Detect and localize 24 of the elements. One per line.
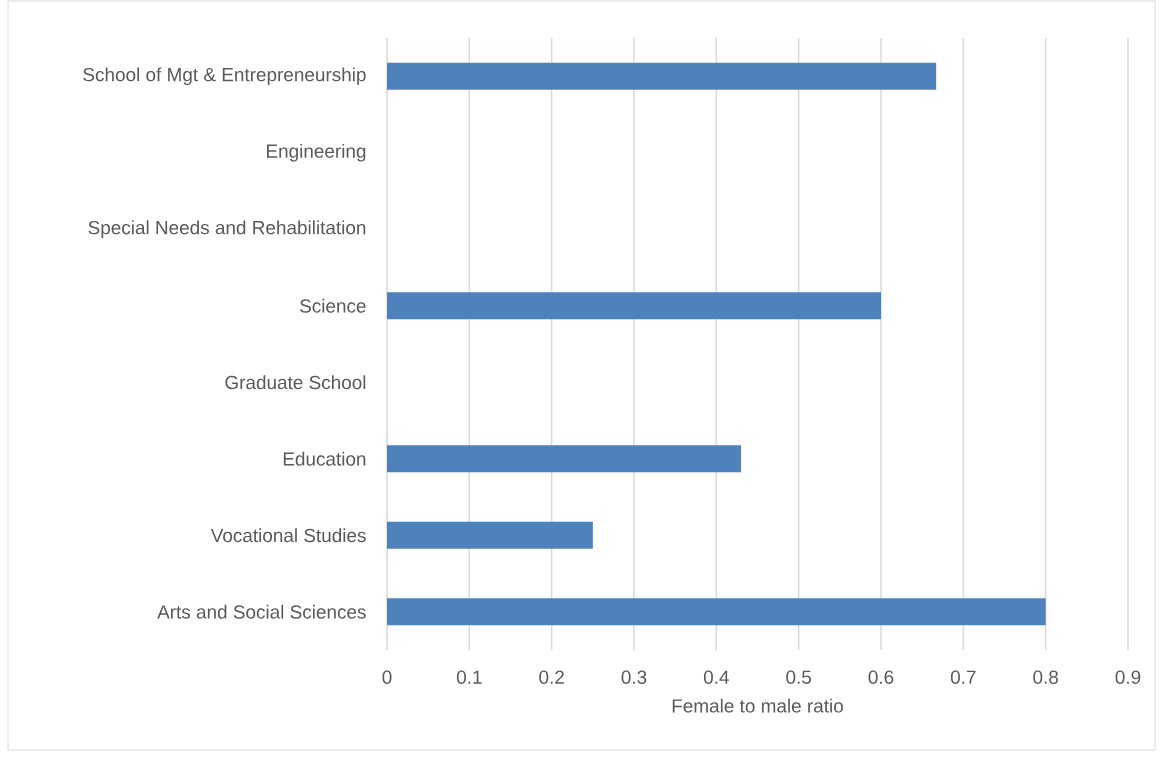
y-tick-label: Education (283, 451, 366, 466)
y-tick-label: Engineering (267, 143, 366, 162)
x-tick-label: 0.2 (539, 670, 564, 684)
y-tick-label: Science (300, 298, 366, 313)
bar (387, 445, 742, 473)
y-tick-label: Graduate School (225, 375, 366, 390)
y-tick-label: Special Needs and Rehabilitation (88, 220, 366, 239)
x-tick-label: 0.5 (786, 670, 812, 684)
x-tick-label: 0.9 (1115, 670, 1141, 684)
x-tick-label: 0.3 (621, 670, 647, 684)
x-tick-label: 0.8 (1033, 670, 1059, 684)
bar (387, 521, 593, 549)
x-tick-label: 0.4 (703, 670, 729, 684)
y-tick-label: Vocational Studies (210, 528, 366, 543)
bar (387, 62, 937, 90)
bar (387, 292, 882, 320)
y-tick-label: School of Mgt & Entrepreneurship (83, 67, 366, 86)
x-tick-label: 0.1 (456, 670, 482, 684)
y-tick-label: Arts and Social Sciences (157, 604, 366, 619)
x-axis-title: Female to male ratio (672, 698, 843, 713)
bar (387, 598, 1046, 626)
x-tick-label: 0.6 (868, 670, 894, 684)
x-tick-label: 0.7 (950, 670, 976, 684)
x-tick-label: 0 (382, 670, 392, 684)
